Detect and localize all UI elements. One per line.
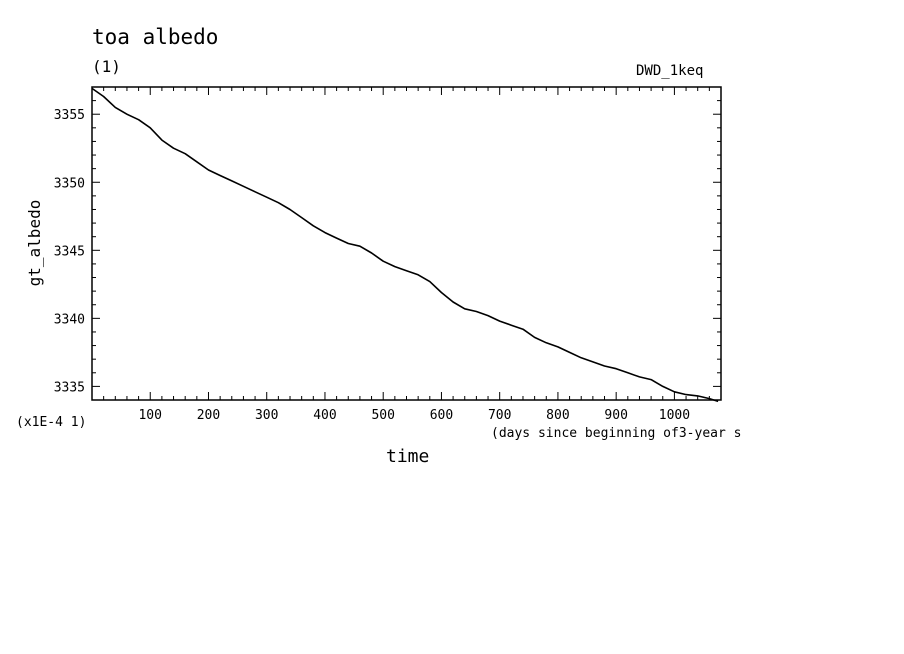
x-tick-label: 900 [604,408,627,423]
x-tick-label: 700 [488,408,511,423]
x-tick-label: 500 [371,408,394,423]
x-tick-label: 600 [430,408,453,423]
x-axis-units: (days since beginning of3-year s [491,426,742,441]
y-tick-label: 3340 [54,312,85,327]
x-axis-label: time [386,446,430,467]
tick-labels: 100 200 300 400 500 600 700 800 900 1000 3335 3340 3… [54,108,690,423]
y-tick-label: 3335 [54,380,85,395]
plot-frame [91,86,722,401]
y-tick-label: 3355 [54,108,85,123]
y-scale-note: (x1E-4 1) [16,415,87,430]
y-tick-label: 3350 [54,176,85,191]
axis-ticks [92,86,721,401]
x-tick-label: 300 [255,408,278,423]
x-tick-label: 400 [313,408,336,423]
series-line [91,87,719,403]
x-tick-label: 1000 [659,408,690,423]
chart-title: toa albedo [92,25,219,49]
x-tick-label: 200 [197,408,220,423]
run-label: DWD_1keq [636,63,704,79]
x-tick-label: 100 [138,408,161,423]
y-tick-label: 3345 [54,244,85,259]
x-tick-label: 800 [546,408,569,423]
chart-subtitle: (1) [92,57,121,76]
series-marks [91,87,719,403]
